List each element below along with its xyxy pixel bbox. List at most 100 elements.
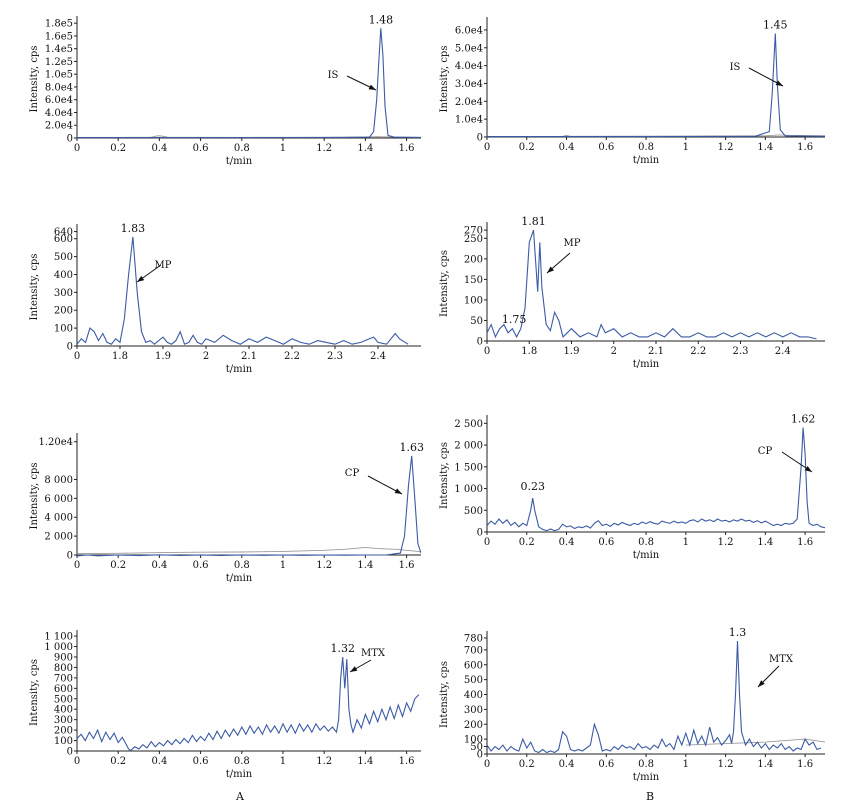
chart-a1: 0 0.2 0.4 0.6 0.8 1 1.2 1.4 1.602.0e44.0e46.0e48… — [29, 13, 421, 167]
y-tick-label: 640 — [54, 227, 73, 238]
y-tick-label: 200 — [54, 726, 73, 737]
y-tick-label: 6.0e4 — [455, 25, 483, 36]
x-tick-label: 0.4 — [151, 560, 167, 571]
y-tick-label: 1.2e5 — [45, 57, 73, 68]
y-tick-label: 0 — [477, 528, 483, 539]
y-tick-label: 0 — [67, 747, 73, 758]
compound-label: IS — [328, 70, 339, 81]
x-tick-label: 0 — [484, 346, 490, 357]
series-line — [77, 455, 421, 557]
x-tick-label: 1.6 — [399, 756, 415, 767]
y-tick-label: 700 — [54, 673, 73, 684]
chart-panels: 0 0.2 0.4 0.6 0.8 1 1.2 1.4 1.6 0 2.0e4 4.0e4 6.0e4 8… — [29, 13, 825, 783]
x-tick-label: 1 — [683, 142, 689, 153]
x-tick-label: 1.2 — [718, 142, 734, 153]
x-axis-label: t/min — [633, 359, 660, 370]
x-tick-label: 0 — [74, 756, 80, 767]
x-tick-label: 0.6 — [598, 759, 614, 770]
y-tick-label: 50 — [470, 316, 483, 327]
compound-label: CP — [345, 468, 360, 479]
y-tick-label: 0 — [67, 342, 73, 353]
y-tick-label: 300 — [54, 715, 73, 726]
chart-b1: 0 0.2 0.4 0.6 0.8 1 1.2 1.4 1.6 0 1.0e4 2.0e4 3.0e4 4… — [439, 17, 825, 166]
x-tick-label: 0.4 — [559, 537, 575, 548]
y-tick-label: 1 500 — [454, 462, 483, 473]
arrowhead — [368, 84, 376, 90]
x-tick-label: 2.4 — [370, 351, 386, 362]
x-tick-label: 0.4 — [151, 756, 167, 767]
peak-label: 1.45 — [763, 18, 788, 31]
arrowhead — [804, 465, 812, 472]
y-tick-label: 0 — [477, 750, 483, 761]
y-axis-label: Intensity, cps — [439, 442, 450, 509]
x-tick-label: 1.4 — [357, 560, 373, 571]
x-tick-label: 1.9 — [564, 346, 580, 357]
peak-label: 1.83 — [121, 222, 146, 235]
x-tick-label: 0 — [484, 759, 490, 770]
y-axis-label: Intensity, cps — [29, 254, 40, 321]
compound-label: MTX — [769, 654, 794, 665]
x-tick-label: 0.8 — [638, 537, 654, 548]
chart-a2: 0 1.8 1.9 2 2.1 2.2 2.3 2.4 0 100 200 300 400 500 6006… — [29, 222, 421, 375]
compound-label: CP — [758, 446, 773, 457]
arrowhead — [394, 488, 402, 494]
y-tick-label: 500 — [54, 252, 73, 263]
peak-label: 1.62 — [791, 413, 816, 426]
chart-a4: 0 0.2 0.4 0.6 0.8 1 1.2 1.4 1.6 01002003004005006… — [29, 630, 421, 780]
x-tick-label: 1.4 — [357, 756, 373, 767]
x-axis-label: t/min — [226, 573, 253, 584]
y-tick-label: 2.0e4 — [455, 97, 483, 108]
y-tick-label: 5.0e4 — [455, 43, 483, 54]
y-tick-label: 200 — [464, 720, 483, 731]
series-line — [487, 33, 825, 138]
y-tick-label: 8.0e4 — [45, 82, 73, 93]
y-axis-label: Intensity, cps — [29, 46, 40, 113]
peak-label: 1.75 — [502, 313, 527, 326]
x-axis-label: t/min — [633, 772, 660, 783]
y-tick-label: 200 — [54, 306, 73, 317]
y-tick-label: 1.20e4 — [38, 437, 73, 448]
panel-letter-b: B — [646, 790, 654, 803]
y-tick-label: 200 — [464, 254, 483, 265]
y-tick-label: 250 — [464, 234, 483, 245]
y-tick-label: 500 — [464, 506, 483, 517]
x-axis-label: t/min — [633, 550, 660, 561]
compound-label: IS — [730, 62, 741, 73]
y-tick-label: 0 — [67, 134, 73, 145]
y-tick-label: 4.0e4 — [455, 61, 483, 72]
y-tick-label: 780 — [464, 633, 483, 644]
x-tick-label: 1.2 — [718, 537, 734, 548]
x-tick-label: 1 — [683, 537, 689, 548]
x-tick-label: 1.8 — [112, 351, 128, 362]
peak-label: 1.3 — [729, 626, 747, 639]
series-line — [77, 656, 420, 752]
x-tick-label: 0.2 — [110, 143, 126, 154]
x-tick-label: 2.1 — [241, 351, 257, 362]
y-tick-label: 400 — [54, 705, 73, 716]
y-tick-label: 600 — [54, 684, 73, 695]
x-tick-label: 2.3 — [733, 346, 749, 357]
y-tick-label: 0 — [477, 337, 483, 348]
y-tick-label: 4.0e4 — [45, 108, 73, 119]
y-axis-label: Intensity, cps — [439, 661, 450, 728]
peak-label: 1.48 — [369, 13, 394, 26]
x-axis-label: t/min — [226, 156, 253, 167]
x-tick-label: 1 — [280, 143, 286, 154]
y-axis-label: Intensity, cps — [29, 659, 40, 726]
y-tick-label: 800 — [54, 663, 73, 674]
compound-label: MP — [155, 260, 172, 271]
x-tick-label: 2.2 — [690, 346, 706, 357]
y-axis-label: Intensity, cps — [29, 463, 40, 530]
x-tick-label: 0 — [484, 142, 490, 153]
x-tick-label: 1 — [683, 759, 689, 770]
x-axis-label: t/min — [226, 364, 253, 375]
x-tick-label: 2.1 — [648, 346, 664, 357]
y-tick-label: 600 — [464, 660, 483, 671]
x-axis-label: t/min — [633, 155, 660, 166]
x-tick-label: 1.6 — [399, 143, 415, 154]
y-tick-label: 1.0e4 — [455, 115, 483, 126]
peak-label: 0.23 — [520, 480, 545, 493]
arrowhead — [547, 266, 554, 273]
x-tick-label: 0.6 — [193, 756, 209, 767]
x-tick-label: 0.6 — [598, 537, 614, 548]
